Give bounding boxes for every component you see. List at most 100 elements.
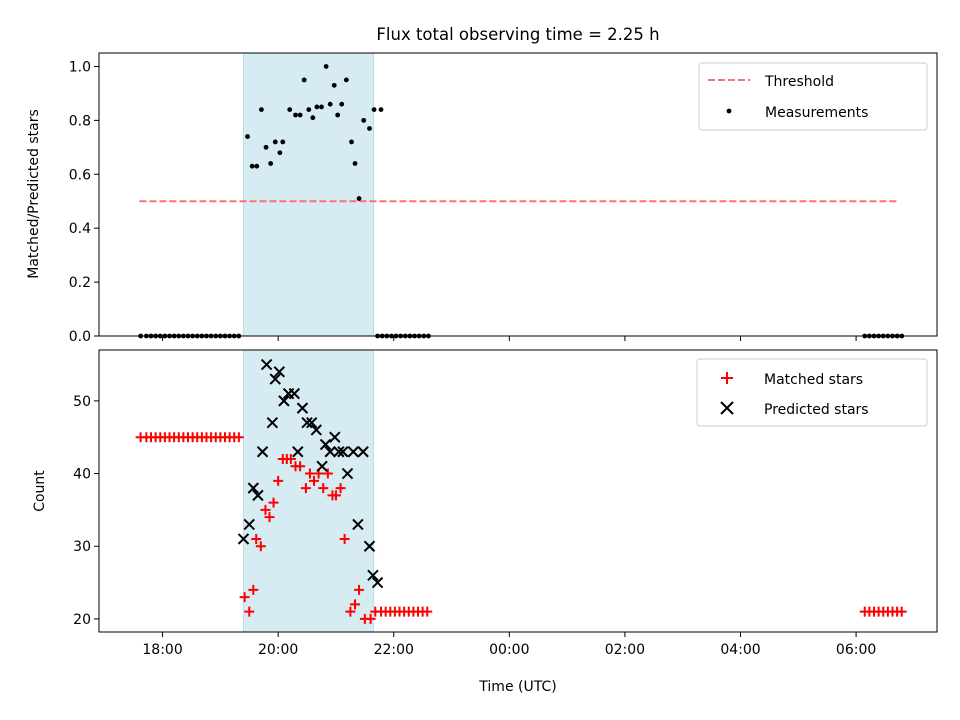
predicted-star-marker (237, 533, 250, 545)
legend-threshold-label: Threshold (764, 74, 834, 90)
ratio-y-tick-label: 0.2 (69, 275, 91, 291)
x-tick-label: 06:00 (836, 642, 876, 658)
matched-star-marker (339, 533, 350, 544)
measurement-point (272, 139, 278, 145)
measurement-point (361, 117, 367, 123)
ratio-y-tick-label: 0.8 (69, 113, 91, 129)
matched-star-marker (330, 490, 341, 501)
matched-star-marker (322, 468, 333, 479)
predicted-star-marker (363, 540, 376, 552)
count-panel: 18:00 20:00 22:00 00:00 02:00 04:00 06:00 20 30… (32, 349, 938, 695)
matched-star-marker (365, 613, 376, 624)
measurement-point (306, 107, 312, 112)
predicted-star-marker (273, 366, 286, 378)
measurement-point (268, 161, 274, 166)
ratio-y-tick-label: 0.0 (69, 329, 91, 345)
predicted-star-marker (341, 467, 354, 480)
measurement-point (335, 112, 341, 118)
predicted-star-marker (310, 424, 323, 436)
x-axis-label: Time (UTC) (478, 679, 556, 695)
matched-star-marker (244, 606, 255, 617)
matched-star-marker (268, 497, 279, 508)
count-y-tick-label: 50 (73, 394, 91, 410)
predicted-star-marker (371, 576, 384, 589)
measurement-point (245, 134, 250, 139)
predicted-star-marker (333, 446, 345, 458)
x-tick-label: 22:00 (374, 642, 414, 658)
matched-star-marker (318, 483, 329, 494)
ratio-y-tick-label: 1.0 (69, 59, 91, 75)
predicted-star-marker (352, 518, 364, 531)
predicted-star-marker (243, 518, 255, 531)
measurement-point (319, 104, 324, 110)
predicted-star-marker (278, 395, 290, 407)
measurement-point (327, 101, 333, 107)
matched-star-marker (896, 606, 907, 617)
predicted-star-marker (329, 431, 341, 443)
measurement-point (331, 82, 337, 88)
matched-star-marker (255, 541, 266, 552)
ratio-legend-box (698, 62, 928, 131)
matched-star-marker (350, 599, 361, 610)
predicted-star-marker (357, 446, 369, 458)
count-legend-box (696, 358, 928, 427)
observing-window-highlight (242, 52, 375, 337)
count-y-tick-label: 30 (73, 539, 91, 555)
predicted-star-marker (319, 438, 332, 451)
predicted-star-marker (260, 358, 273, 371)
measurement-point (349, 139, 354, 145)
measurement-point (339, 101, 345, 107)
matched-star-marker (345, 606, 356, 617)
matched-star-marker (239, 592, 250, 603)
predicted-star-marker (266, 416, 279, 429)
ratio-legend: Threshold Measurements (698, 62, 928, 131)
observing-window-highlight (242, 349, 375, 633)
ratio-panel: 0.0 0.2 0.4 0.6 0.8 1.0 Flux total observing … (26, 25, 938, 345)
measurement-point (310, 115, 316, 121)
matched-star-marker (260, 504, 271, 515)
legend-matched-label: Matched stars (764, 372, 863, 388)
matched-star-marker (354, 584, 365, 595)
count-plot-frame (98, 349, 938, 633)
predicted-star-marker (347, 446, 359, 458)
measurement-point (367, 126, 372, 131)
predicted-star-marker (324, 446, 336, 458)
ratio-plot-frame (98, 52, 938, 337)
measurement-point (249, 163, 255, 169)
predicted-star-marker (301, 416, 313, 429)
ratio-y-tick-label: 0.6 (69, 167, 91, 183)
measurement-point (301, 77, 307, 83)
matched-star-marker (422, 606, 433, 617)
x-tick-label: 04:00 (720, 642, 760, 658)
matched-star-marker (248, 584, 259, 595)
predicted-star-marker (367, 569, 379, 582)
legend-measurements-label: Measurements (765, 105, 868, 121)
predicted-star-marker (247, 482, 260, 494)
measurement-point (254, 163, 260, 169)
measurement-point (277, 150, 283, 156)
legend-predicted-swatch (720, 401, 734, 415)
predicted-star-marker (269, 373, 281, 385)
measurement-point (263, 144, 269, 150)
matched-star-marker (264, 512, 275, 523)
ratio-y-axis-label: Matched/Predicted stars (26, 109, 42, 279)
matched-star-marker (335, 483, 346, 494)
matched-star-marker (308, 475, 319, 486)
legend-matched-swatch (721, 372, 733, 384)
matched-star-marker (285, 454, 296, 465)
count-x-ticks: 18:00 20:00 22:00 00:00 02:00 04:00 06:00 (142, 632, 876, 658)
matched-star-marker (273, 475, 284, 486)
x-tick-label: 20:00 (258, 642, 298, 658)
measurement-point (287, 107, 293, 112)
predicted-star-marker (316, 460, 328, 472)
matched-star-marker (300, 483, 311, 494)
count-y-axis-label: Count (32, 470, 48, 512)
matched-star-marker (295, 461, 306, 472)
measurement-point (323, 64, 329, 69)
count-y-tick-label: 40 (73, 467, 91, 483)
ratio-y-ticks: 0.0 0.2 0.4 0.6 0.8 1.0 (69, 59, 99, 345)
matched-star-marker (304, 468, 315, 479)
measurement-point (293, 112, 298, 118)
measurement-point (352, 161, 358, 166)
measurement-point (371, 107, 377, 112)
